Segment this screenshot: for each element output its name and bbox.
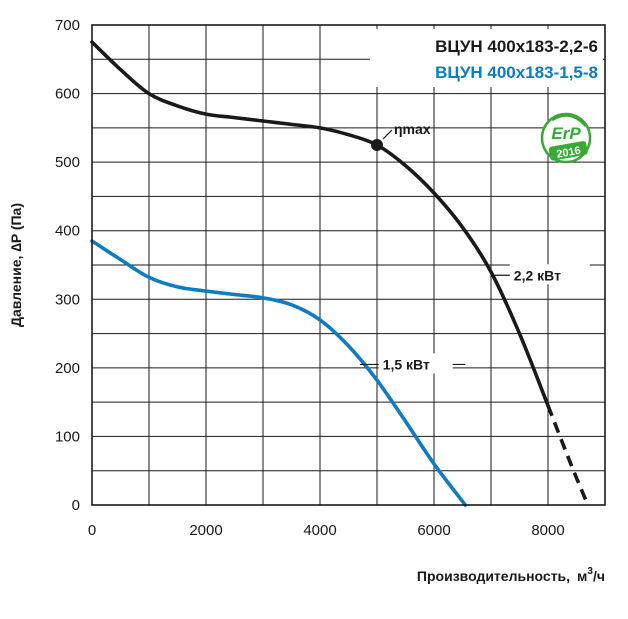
erp-badge: ErP 2016 <box>540 112 592 164</box>
legend-entry-1: ВЦУН 400x183-2,2-6 <box>435 37 598 56</box>
x-axis-unit-tail: /ч <box>593 568 605 584</box>
eta-max-label: ηmax <box>394 121 431 137</box>
x-tick-label: 2000 <box>189 522 222 539</box>
eta-max-leader <box>382 129 393 140</box>
y-tick-labels: 0 100 200 300 400 500 600 700 <box>55 17 80 514</box>
legend-box <box>370 29 603 87</box>
y-tick-label: 700 <box>55 17 80 34</box>
series-line-1 <box>90 40 550 408</box>
series-line-1-extension <box>546 404 590 506</box>
power-label-bg-2 <box>378 353 453 374</box>
erp-badge-top: ErP <box>551 124 581 143</box>
series-lines <box>90 40 590 507</box>
y-tick-label: 400 <box>55 223 80 240</box>
power-label-bg-1 <box>509 264 590 285</box>
y-tick-label: 300 <box>55 291 80 308</box>
x-axis-title-text: Производительность, <box>417 568 570 584</box>
plot-frame <box>91 24 606 506</box>
eta-max-marker <box>371 139 383 151</box>
y-axis-title: Давление, ∆P (Па) <box>8 203 24 327</box>
x-axis-unit-sup: 3 <box>587 566 593 577</box>
y-tick-label: 0 <box>72 497 80 514</box>
power-label-2: 1,5 кВт <box>383 356 430 372</box>
erp-badge-ribbon <box>548 141 588 161</box>
series-line-2 <box>90 239 468 507</box>
power-label-1: 2,2 кВт <box>514 267 561 283</box>
x-tick-label: 0 <box>88 522 96 539</box>
x-axis-unit-base: м <box>577 568 587 584</box>
y-tick-label: 200 <box>55 360 80 377</box>
x-tick-labels: 0 2000 4000 6000 8000 <box>88 522 565 539</box>
y-tick-label: 100 <box>55 428 80 445</box>
erp-badge-year: 2016 <box>556 145 582 161</box>
y-tick-label: 500 <box>55 154 80 171</box>
x-axis-title: Производительность, м3/ч <box>417 566 605 584</box>
x-tick-label: 8000 <box>531 522 564 539</box>
legend-entry-2: ВЦУН 400x183-1,5-8 <box>435 63 598 82</box>
erp-badge-leaf <box>551 113 588 128</box>
x-tick-label: 6000 <box>417 522 450 539</box>
y-tick-label: 600 <box>55 86 80 103</box>
annotations: ηmax 2,2 кВт 1,5 кВт <box>359 121 590 374</box>
x-tick-label: 4000 <box>303 522 336 539</box>
